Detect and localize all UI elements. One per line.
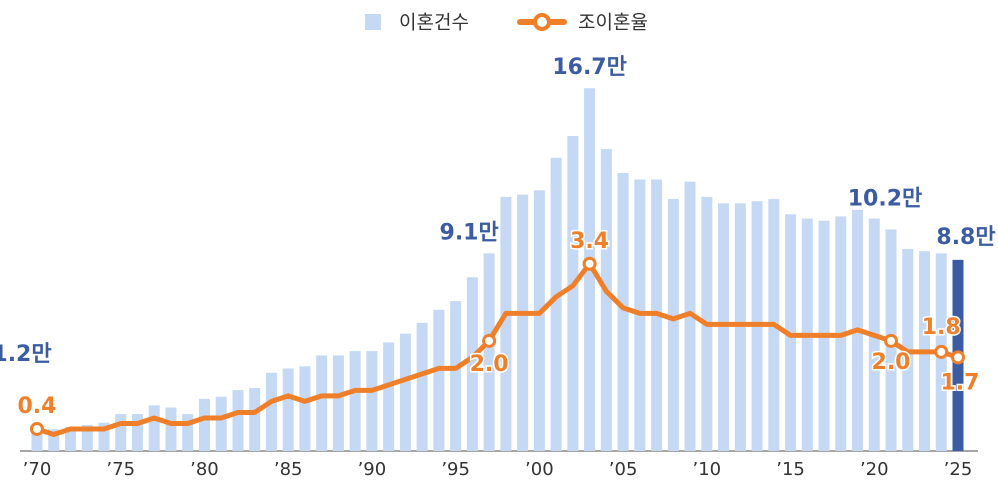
data-label: 2.0 <box>872 350 911 375</box>
bar <box>131 414 143 451</box>
bar <box>48 429 60 451</box>
x-tick-label: ’75 <box>106 459 135 480</box>
data-label: 1.7 <box>941 370 980 395</box>
legend-marker <box>533 13 551 31</box>
bar <box>734 203 746 451</box>
x-tick-label: ’05 <box>609 459 638 480</box>
bar <box>450 301 462 451</box>
data-label: 8.8만 <box>936 225 995 250</box>
bar <box>567 136 579 451</box>
bar <box>31 424 43 451</box>
x-tick-label: ’90 <box>358 459 387 480</box>
bar <box>64 427 76 451</box>
bar <box>115 414 127 451</box>
bar <box>232 390 244 451</box>
data-label: 16.7만 <box>552 55 627 80</box>
x-tick-label: ’25 <box>944 459 973 480</box>
point-marker <box>582 256 597 271</box>
bar <box>617 172 629 451</box>
bar <box>81 424 93 451</box>
bar <box>383 342 395 451</box>
x-tick-label: ’70 <box>23 459 52 480</box>
legend-label: 조이혼율 <box>578 12 648 34</box>
bar <box>148 405 160 451</box>
bar <box>718 203 730 451</box>
bar <box>198 398 210 451</box>
x-tick-label: ’15 <box>776 459 805 480</box>
data-label: 3.4 <box>570 229 609 254</box>
bar <box>316 355 328 451</box>
bar <box>517 194 529 451</box>
bar <box>282 368 294 451</box>
bar <box>550 157 562 451</box>
point-marker <box>30 421 44 436</box>
data-label: 1.8 <box>922 315 961 340</box>
legend-label: 이혼건수 <box>399 12 469 34</box>
bar <box>466 277 478 451</box>
data-label: 9.1만 <box>440 220 499 245</box>
x-tick-label: ’10 <box>692 459 721 480</box>
bar <box>165 407 177 451</box>
bar <box>249 388 261 451</box>
bar <box>349 351 361 451</box>
bar <box>416 322 428 451</box>
bar <box>667 199 679 451</box>
bar <box>98 422 110 451</box>
bar <box>182 414 194 451</box>
bar <box>332 355 344 451</box>
point-marker <box>482 333 497 348</box>
bar <box>366 351 378 451</box>
data-label: 10.2만 <box>848 186 923 211</box>
legend-swatch <box>365 14 381 30</box>
bar <box>500 196 512 451</box>
point-marker <box>951 350 965 365</box>
bar <box>265 372 277 451</box>
point-marker <box>884 333 899 348</box>
bar <box>433 309 445 451</box>
data-label: 2.0 <box>470 352 509 377</box>
bar <box>684 181 696 451</box>
bar <box>299 366 311 451</box>
data-label: 1.2만 <box>0 342 52 367</box>
bar <box>600 149 612 452</box>
x-tick-label: ’00 <box>525 459 554 480</box>
bar <box>483 253 495 451</box>
x-tick-label: ’95 <box>441 459 470 480</box>
line <box>36 261 959 437</box>
data-label: 0.4 <box>18 394 57 419</box>
bar <box>533 190 545 452</box>
x-tick-label: ’20 <box>860 459 889 480</box>
bar <box>215 396 227 451</box>
bar <box>399 333 411 451</box>
x-tick-label: ’85 <box>274 459 303 480</box>
x-tick-label: ’80 <box>190 459 219 480</box>
point-marker <box>934 344 949 359</box>
